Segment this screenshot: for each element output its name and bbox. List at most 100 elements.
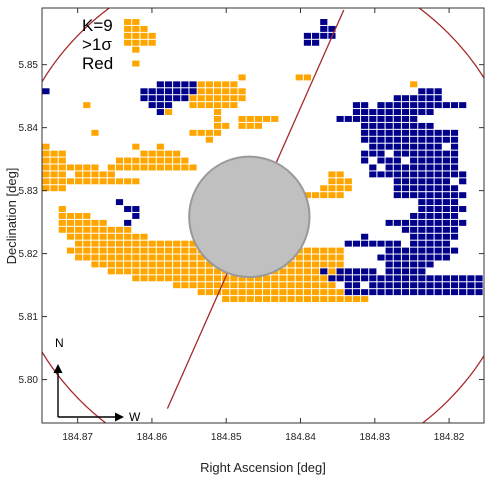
- orange-cell: [312, 254, 320, 261]
- navy-cell: [410, 95, 418, 102]
- orange-cell: [222, 289, 230, 296]
- orange-cell: [66, 178, 75, 185]
- navy-cell: [426, 226, 434, 233]
- navy-cell: [410, 192, 418, 199]
- navy-cell: [459, 282, 467, 289]
- orange-cell: [83, 212, 91, 219]
- orange-cell: [181, 275, 189, 282]
- y-axis-ticks: 5.80 5.81 5.82 5.83 5.84 5.85: [19, 60, 484, 386]
- orange-cell: [312, 268, 320, 275]
- navy-cell: [410, 219, 418, 226]
- navy-cell: [352, 268, 361, 275]
- navy-cell: [426, 95, 434, 102]
- navy-cell: [181, 95, 189, 102]
- orange-cell: [132, 247, 140, 254]
- orange-cell: [189, 268, 197, 275]
- orange-cell: [230, 282, 238, 289]
- orange-cell: [230, 289, 238, 296]
- navy-cell: [377, 102, 385, 109]
- orange-cell: [156, 150, 164, 157]
- x-tick-label: 184.84: [285, 432, 316, 443]
- navy-cell: [450, 206, 459, 212]
- navy-cell: [393, 129, 401, 136]
- orange-cell: [115, 254, 124, 261]
- orange-cell: [238, 74, 246, 81]
- navy-cell: [369, 129, 377, 136]
- orange-cell: [156, 261, 164, 268]
- navy-cell: [401, 143, 410, 150]
- orange-cell: [66, 247, 75, 254]
- navy-cell: [393, 136, 401, 143]
- navy-cell: [377, 289, 385, 296]
- orange-cell: [246, 116, 254, 122]
- navy-cell: [442, 136, 450, 143]
- orange-cell: [213, 102, 222, 109]
- orange-cell: [271, 282, 279, 289]
- orange-cell: [287, 261, 295, 268]
- orange-cell: [263, 282, 271, 289]
- x-axis-ticks: 184.87 184.86 184.85 184.84 184.83 184.82: [62, 8, 465, 443]
- navy-cell: [361, 136, 369, 143]
- navy-cell: [361, 275, 369, 282]
- navy-cell: [442, 157, 450, 164]
- orange-cell: [99, 254, 107, 261]
- orange-cell: [132, 39, 140, 46]
- orange-cell: [197, 289, 205, 296]
- navy-cell: [426, 206, 434, 212]
- navy-cell: [320, 19, 328, 25]
- navy-cell: [385, 136, 393, 143]
- navy-cell: [148, 88, 156, 95]
- navy-cell: [385, 102, 393, 109]
- navy-cell: [442, 275, 450, 282]
- navy-cell: [140, 88, 148, 95]
- x-tick-label: 184.82: [434, 432, 465, 443]
- orange-cell: [107, 247, 115, 254]
- navy-cell: [418, 88, 426, 95]
- orange-cell: [107, 226, 115, 233]
- orange-cell: [115, 164, 124, 171]
- orange-cell: [254, 122, 262, 129]
- navy-cell: [156, 95, 164, 102]
- navy-cell: [410, 157, 418, 164]
- orange-cell: [312, 261, 320, 268]
- navy-cell: [401, 95, 410, 102]
- orange-cell: [75, 233, 83, 240]
- navy-cell: [303, 39, 312, 46]
- navy-cell: [344, 282, 352, 289]
- navy-cell: [401, 275, 410, 282]
- orange-cell: [222, 102, 230, 109]
- navy-cell: [385, 282, 393, 289]
- orange-cell: [173, 247, 181, 254]
- orange-cell: [279, 282, 287, 289]
- orange-cell: [58, 157, 66, 164]
- navy-cell: [377, 282, 385, 289]
- navy-cell: [393, 219, 401, 226]
- navy-cell: [450, 233, 459, 240]
- orange-cell: [99, 247, 107, 254]
- orange-cell: [148, 164, 156, 171]
- navy-cell: [369, 116, 377, 122]
- navy-cell: [434, 95, 442, 102]
- orange-cell: [238, 95, 246, 102]
- orange-cell: [254, 275, 262, 282]
- orange-cell: [328, 254, 336, 261]
- navy-cell: [369, 171, 377, 178]
- navy-cell: [426, 185, 434, 192]
- orange-cell: [295, 296, 303, 303]
- navy-cell: [434, 206, 442, 212]
- navy-cell: [385, 268, 393, 275]
- navy-cell: [410, 178, 418, 185]
- orange-cell: [124, 32, 132, 39]
- navy-cell: [410, 226, 418, 233]
- navy-cell: [385, 129, 393, 136]
- navy-cell: [450, 157, 459, 164]
- orange-cell: [164, 275, 173, 282]
- orange-cell: [213, 289, 222, 296]
- orange-cell: [181, 254, 189, 261]
- orange-cell: [83, 247, 91, 254]
- navy-cell: [352, 109, 361, 115]
- navy-cell: [442, 247, 450, 254]
- navy-cell: [418, 185, 426, 192]
- navy-cell: [410, 268, 418, 275]
- navy-cell: [418, 143, 426, 150]
